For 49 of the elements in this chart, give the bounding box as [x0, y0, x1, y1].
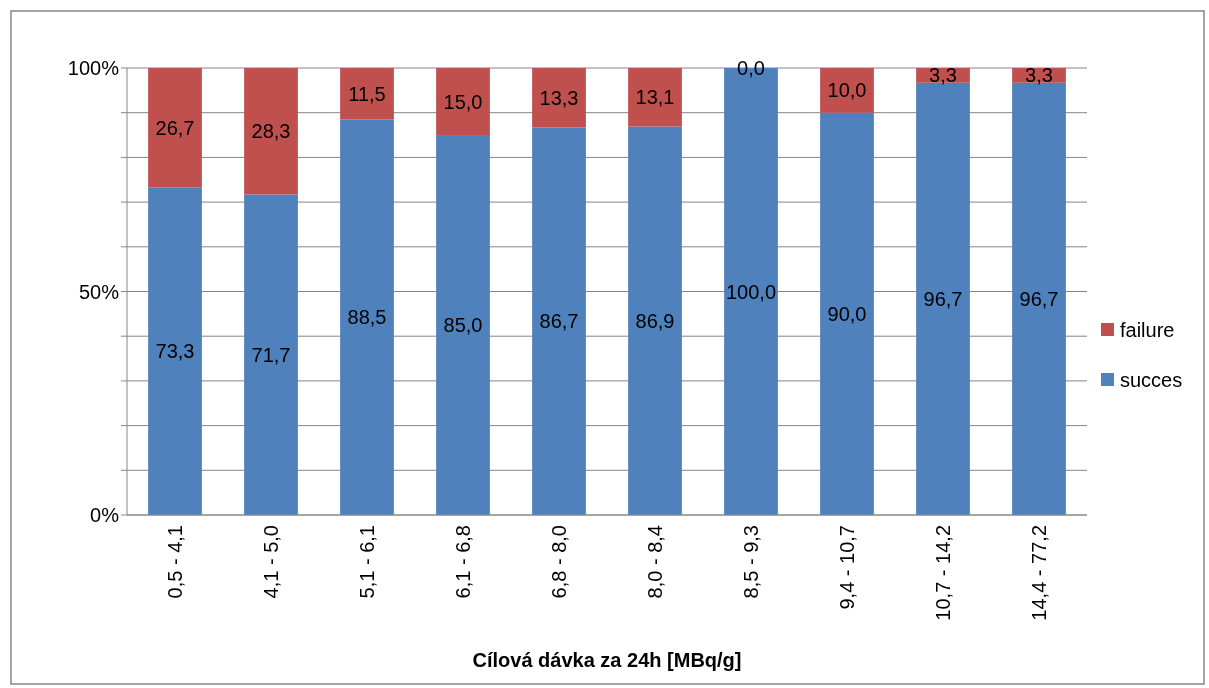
x-tick-label: 4,1 - 5,0 [260, 525, 282, 599]
bar [628, 68, 682, 127]
bar [148, 187, 202, 515]
legend-label: succes [1120, 369, 1183, 391]
x-tick-label: 8,5 - 9,3 [740, 525, 762, 599]
bar [436, 68, 490, 136]
data-label: 3,3 [1025, 64, 1053, 87]
data-label: 90,0 [827, 302, 867, 325]
x-tick-label: 8,0 - 8,4 [644, 525, 666, 599]
x-axis-title: Cílová dávka za 24h [MBq/g] [472, 649, 742, 671]
x-tick-label: 10,7 - 14,2 [932, 525, 954, 621]
data-label: 11,5 [348, 82, 386, 105]
bar [340, 119, 394, 515]
data-label: 100,0 [725, 280, 777, 303]
data-label: 15,0 [443, 90, 483, 113]
bar [244, 68, 298, 195]
data-label: 13,3 [539, 86, 579, 109]
bar [820, 68, 874, 113]
data-label: 28,3 [251, 120, 291, 143]
data-label: 86,9 [635, 309, 675, 332]
data-label: 26,7 [155, 116, 195, 139]
bar [340, 68, 394, 120]
bar [532, 127, 586, 515]
y-tick-label: 100% [67, 57, 120, 79]
data-label: 96,7 [1019, 287, 1059, 310]
x-tick-label: 9,4 - 10,7 [836, 525, 858, 610]
data-label: 73,3 [155, 340, 195, 363]
x-tick-label: 6,1 - 6,8 [452, 525, 474, 599]
bar [244, 194, 298, 515]
bar [436, 135, 490, 515]
bar [820, 112, 874, 515]
bar [628, 126, 682, 515]
bar [148, 68, 202, 188]
data-label: 85,0 [443, 314, 483, 337]
legend-label: failure [1120, 319, 1175, 341]
data-label: 10,0 [827, 79, 867, 102]
data-label: 3,3 [929, 64, 957, 87]
x-tick-label: 0,5 - 4,1 [164, 525, 186, 599]
x-tick-label: 14,4 - 77,2 [1028, 525, 1050, 621]
data-label: 88,5 [347, 306, 387, 329]
y-tick-label: 0% [90, 504, 120, 526]
x-tick-label: 6,8 - 8,0 [548, 525, 570, 599]
data-label: 13,1 [635, 86, 675, 109]
y-tick-label: 50% [78, 280, 120, 303]
data-label: 96,7 [923, 287, 963, 310]
x-tick-label: 5,1 - 6,1 [356, 525, 378, 599]
bar [532, 68, 586, 128]
data-label: 71,7 [251, 343, 291, 366]
data-label: 86,7 [539, 310, 579, 333]
